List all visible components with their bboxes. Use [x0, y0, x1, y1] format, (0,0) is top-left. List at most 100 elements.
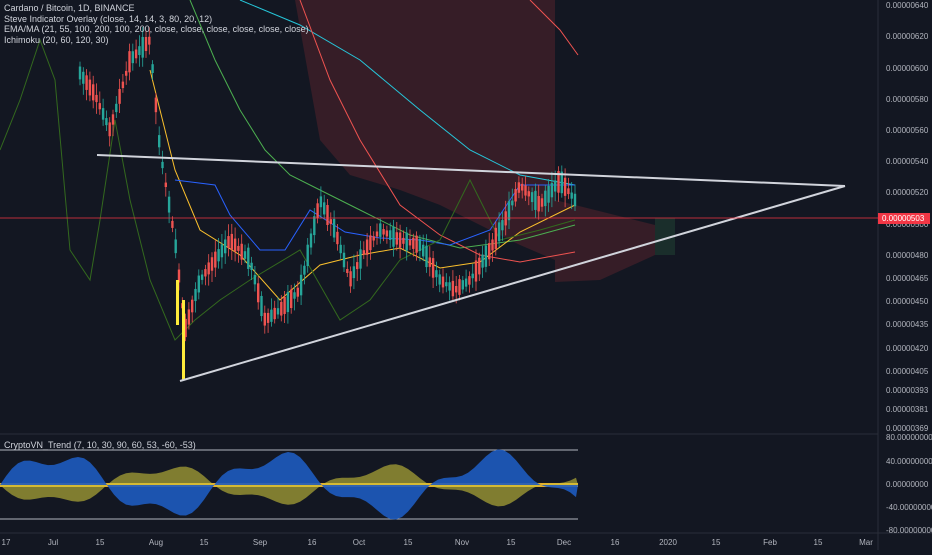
price-tick: 0.00000540: [886, 157, 929, 166]
candle: [530, 192, 534, 203]
date-tick: 15: [813, 538, 823, 547]
candle: [392, 226, 395, 247]
candle: [148, 36, 151, 45]
candle: [253, 274, 257, 285]
price-tick: 0.00000405: [886, 367, 929, 376]
osc-tick: 80.00000000: [886, 433, 932, 442]
ichimoku-cloud-green: [655, 218, 675, 255]
candle: [171, 220, 174, 228]
candle: [359, 249, 362, 269]
candle: [247, 247, 250, 269]
price-tick: 0.00000600: [886, 64, 929, 73]
candle: [524, 185, 527, 196]
price-tick: 0.00000435: [886, 320, 929, 329]
candle: [158, 135, 161, 148]
date-tick: 16: [307, 538, 317, 547]
candle: [220, 244, 224, 258]
candle: [260, 295, 263, 317]
candle: [507, 201, 511, 221]
candle: [501, 220, 504, 231]
date-tick: Feb: [763, 538, 777, 547]
date-tick: Oct: [352, 538, 366, 547]
candle: [346, 268, 349, 274]
osc-trend-area: [0, 449, 578, 520]
indicator-ema-ma[interactable]: EMA/MA (21, 55, 100, 200, 100, 200, clos…: [4, 24, 309, 34]
candle: [352, 266, 356, 279]
candle: [207, 262, 210, 275]
candle-highlight: [176, 280, 179, 325]
date-tick: Aug: [148, 538, 164, 547]
candle: [111, 114, 115, 125]
candle: [191, 299, 194, 313]
indicator-steve[interactable]: Steve Indicator Overlay (close, 14, 14, …: [4, 13, 213, 24]
symbol-title[interactable]: Cardano / Bitcoin, 1D, BINANCE: [4, 3, 135, 13]
date-tick: 15: [95, 538, 105, 547]
price-tick: 0.00000500: [886, 220, 929, 229]
date-tick: 17: [1, 538, 11, 547]
price-tick: 0.00000520: [886, 188, 929, 197]
candle: [299, 274, 303, 296]
date-tick: 16: [610, 538, 620, 547]
candle: [128, 51, 131, 73]
candle: [402, 237, 405, 244]
candle: [92, 84, 95, 101]
candle: [270, 309, 273, 322]
candle: [95, 94, 98, 103]
candle: [167, 196, 171, 213]
candle: [187, 309, 191, 325]
candle: [263, 312, 266, 326]
candle: [313, 216, 316, 236]
candle: [547, 185, 550, 203]
candle: [349, 271, 352, 287]
candle: [554, 180, 557, 192]
candle: [435, 270, 438, 278]
candle: [372, 236, 375, 241]
candle: [184, 318, 187, 338]
candle: [197, 275, 200, 293]
candle: [144, 37, 148, 51]
candle: [517, 182, 521, 193]
candle: [85, 75, 88, 90]
price-tick: 0.00000450: [886, 297, 929, 306]
candle: [375, 231, 379, 237]
candle: [227, 236, 230, 248]
candle: [431, 258, 435, 278]
candle: [121, 81, 125, 89]
candle: [527, 191, 530, 197]
price-tick: 0.00000393: [886, 386, 929, 395]
candle: [303, 265, 306, 275]
candle: [240, 243, 243, 260]
osc-signal-area: [0, 464, 578, 507]
candle: [125, 70, 128, 76]
candle: [422, 244, 425, 257]
date-tick: 15: [199, 538, 209, 547]
candle: [385, 230, 389, 237]
candle: [534, 190, 537, 210]
candle: [266, 312, 270, 323]
ma-red-upper: [529, 0, 579, 56]
candle: [283, 296, 286, 314]
price-tick: 0.00000381: [886, 405, 929, 414]
ma-red: [299, 0, 576, 263]
oscillator-title[interactable]: CryptoVN_Trend (7, 10, 30, 90, 60, 53, -…: [4, 440, 196, 450]
candle: [204, 269, 207, 277]
price-tick: 0.00000560: [886, 126, 929, 135]
candle: [250, 262, 253, 271]
candle: [448, 282, 451, 291]
date-tick: 15: [403, 538, 413, 547]
candle: [567, 188, 570, 195]
candle: [474, 260, 478, 282]
candle: [428, 257, 431, 267]
candle: [425, 245, 428, 268]
candle: [382, 229, 385, 235]
candle: [296, 287, 299, 297]
date-tick: Jul: [47, 538, 59, 547]
indicator-ichimoku[interactable]: Ichimoku (20, 60, 120, 30): [4, 34, 109, 45]
candle: [78, 66, 82, 80]
candle: [210, 257, 214, 271]
candle: [134, 49, 138, 59]
candle: [451, 280, 455, 297]
price-tick: 0.00000620: [886, 32, 929, 41]
